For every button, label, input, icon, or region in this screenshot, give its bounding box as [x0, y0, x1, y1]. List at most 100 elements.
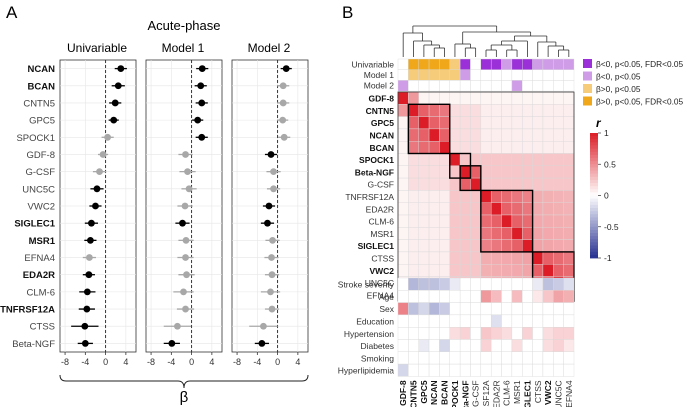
correlation-cell: [501, 239, 513, 253]
correlation-cell: [449, 104, 461, 117]
correlation-cell: [470, 190, 482, 203]
significance-cell: [490, 80, 502, 92]
colorbar-segment: [590, 239, 598, 243]
estimate-point: [83, 288, 91, 296]
correlation-cell: [532, 177, 544, 191]
clinical-cell: [408, 277, 419, 291]
clinical-cell: [480, 302, 492, 316]
correlation-cell: [501, 202, 513, 216]
estimate-point: [279, 82, 287, 90]
correlation-cell: [501, 190, 513, 203]
correlation-cell: [532, 190, 544, 203]
heatmap-row-label: GPC5: [371, 118, 394, 128]
clinical-cell: [480, 351, 492, 365]
clinical-cell: [511, 363, 523, 377]
correlation-cell: [408, 227, 419, 240]
cluster-box: [459, 165, 482, 192]
estimate-point: [185, 185, 193, 193]
estimate-point: [270, 168, 277, 176]
clinical-cell: [501, 363, 513, 377]
protein-label: VWC2: [28, 202, 55, 213]
correlation-cell: [553, 264, 564, 277]
correlation-cell: [511, 140, 523, 154]
colorbar-segment: [590, 170, 598, 175]
heatmap-row-label: EDA2R: [366, 204, 394, 214]
correlation-cell: [480, 116, 492, 130]
correlation-cell: [563, 91, 575, 105]
correlation-cell: [501, 264, 513, 277]
clinical-cell: [470, 302, 482, 316]
correlation-cell: [522, 104, 533, 117]
clinical-row-label: Hyperlipidemia: [338, 366, 394, 376]
correlation-cell: [542, 116, 554, 130]
correlation-cell: [563, 128, 575, 142]
correlation-cell: [542, 128, 554, 142]
correlation-cell: [490, 153, 502, 167]
clinical-cell: [563, 302, 575, 316]
clinical-cell: [459, 363, 471, 377]
protein-label: MSR1: [29, 236, 56, 247]
clinical-cell: [459, 314, 471, 328]
correlation-cell: [511, 251, 523, 265]
correlation-cell: [480, 190, 492, 203]
correlation-cell: [418, 104, 430, 117]
colorbar-segment: [590, 220, 598, 225]
significance-cell: [449, 80, 461, 92]
correlation-cell: [490, 91, 502, 105]
clinical-cell: [522, 363, 533, 377]
clinical-cell: [439, 277, 450, 291]
estimate-point: [92, 202, 99, 210]
correlation-cell: [553, 104, 564, 117]
correlation-cell: [397, 140, 409, 154]
correlation-cell: [449, 140, 461, 154]
correlation-cell: [501, 140, 513, 154]
correlation-cell: [501, 128, 513, 142]
correlation-cell: [501, 116, 513, 130]
clinical-cell: [397, 314, 409, 328]
estimate-point: [282, 65, 290, 72]
model-row-label: Univariable: [351, 59, 394, 69]
clinical-cell: [439, 314, 450, 328]
estimate-point: [181, 202, 189, 210]
correlation-cell: [408, 239, 419, 253]
significance-cell: [563, 80, 575, 92]
correlation-cell: [563, 153, 575, 167]
estimate-point: [87, 236, 94, 244]
estimate-point: [183, 271, 190, 279]
clinical-cell: [449, 290, 461, 303]
significance-cell: [428, 69, 440, 81]
correlation-cell: [439, 177, 450, 191]
correlation-cell: [553, 214, 564, 228]
sig-legend-label: β<0, p<0.05, FDR<0.05: [596, 59, 683, 69]
correlation-cell: [542, 91, 554, 105]
clinical-cell: [563, 314, 575, 328]
clinical-cell: [553, 327, 564, 340]
heatmap-column-label: SPOCK1: [450, 380, 460, 407]
protein-label: CNTN5: [23, 98, 55, 109]
correlation-cell: [428, 251, 440, 265]
correlation-cell: [418, 116, 430, 130]
estimate-point: [83, 305, 91, 313]
estimate-point: [198, 133, 206, 141]
clinical-cell: [470, 290, 482, 303]
protein-label: NCAN: [28, 64, 56, 75]
significance-cell: [511, 80, 523, 92]
correlation-cell: [459, 165, 471, 179]
clinical-cell: [449, 339, 461, 353]
heatmap-column-label: Beta-NGF: [460, 380, 470, 407]
clinical-cell: [553, 351, 564, 365]
estimate-point: [184, 168, 191, 176]
cluster-box: [480, 189, 534, 253]
clinical-cell: [501, 339, 513, 353]
clinical-cell: [470, 339, 482, 353]
significance-cell: [501, 69, 513, 81]
clinical-cell: [428, 314, 440, 328]
correlation-cell: [408, 202, 419, 216]
estimate-point: [180, 288, 187, 296]
correlation-cell: [439, 140, 450, 154]
correlation-cell: [490, 264, 502, 277]
clinical-cell: [459, 290, 471, 303]
significance-cell: [439, 58, 450, 70]
clinical-cell: [397, 290, 409, 303]
estimate-point: [269, 236, 276, 244]
